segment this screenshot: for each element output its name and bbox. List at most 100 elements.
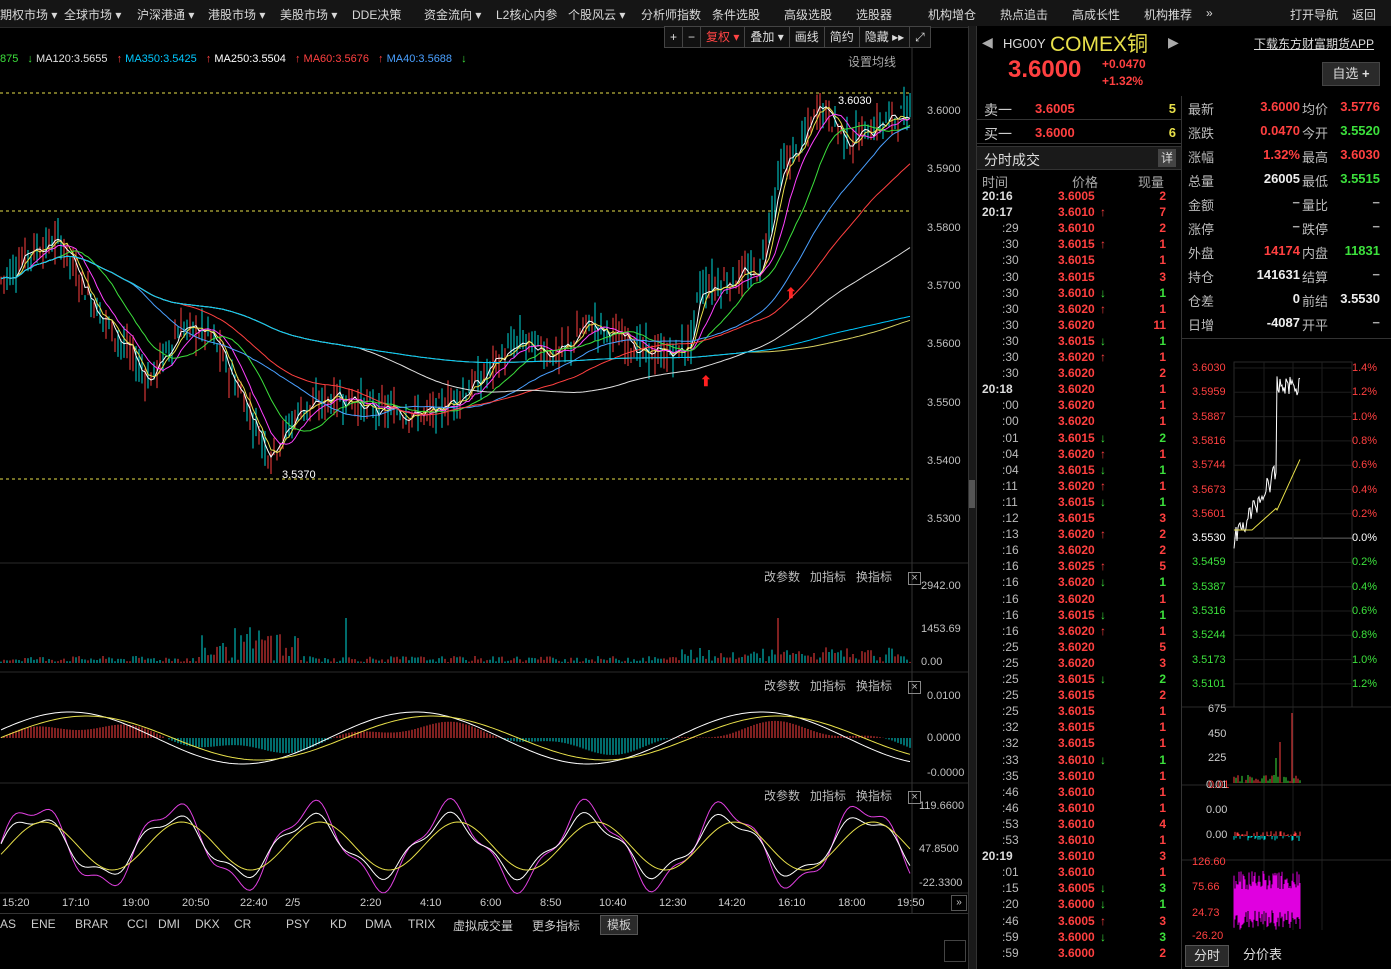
menu-item[interactable]: 分析师指数 bbox=[641, 8, 702, 22]
menu-item[interactable]: 热点追击 bbox=[1000, 8, 1049, 22]
panel-tool-button[interactable]: 换指标 bbox=[856, 789, 893, 803]
panel-tool-button[interactable]: 换指标 bbox=[856, 679, 893, 693]
fullscreen-icon[interactable]: ⤢ bbox=[909, 26, 931, 48]
indicator-tab[interactable]: ENE bbox=[31, 917, 56, 931]
trade-price: 3.6020 bbox=[1058, 382, 1095, 397]
ma-arrow-icon: ↓ bbox=[24, 53, 36, 65]
mini-price-tick: 3.5244 bbox=[1192, 629, 1226, 642]
close-icon[interactable]: × bbox=[908, 572, 922, 585]
trade-row: :30 3.6020 ↑ 1 bbox=[982, 350, 1172, 366]
trade-qty: 7 bbox=[1159, 205, 1166, 220]
ma-legend-item: MA60:3.5676 bbox=[303, 53, 369, 65]
mini-chart-tab[interactable]: 分价表 bbox=[1243, 947, 1283, 962]
ma-line bbox=[0, 163, 911, 416]
menu-item[interactable]: 全球市场 ▾ bbox=[64, 8, 122, 22]
panel-tool-button[interactable]: 加指标 bbox=[810, 679, 847, 693]
menu-item[interactable]: 高成长性 bbox=[1072, 8, 1121, 22]
menu-item[interactable]: 期权市场 ▾ bbox=[0, 8, 58, 22]
indicator-tab[interactable]: PSY bbox=[286, 917, 311, 931]
orderbook-price: 3.6005 bbox=[1035, 101, 1075, 116]
menu-item[interactable]: 港股市场 ▾ bbox=[208, 8, 266, 22]
menu-item[interactable]: 沪深港通 ▾ bbox=[137, 8, 195, 22]
indicator-tab[interactable]: 模板 bbox=[600, 915, 639, 935]
ma-legend-item: MA40:3.5688 bbox=[386, 53, 453, 65]
trade-price: 3.6010 bbox=[1058, 849, 1095, 864]
trade-qty: 1 bbox=[1159, 865, 1166, 880]
trade-row: :12 3.6015 3 bbox=[982, 511, 1172, 527]
quote-value: 0 bbox=[1292, 291, 1300, 306]
menu-item[interactable]: 条件选股 bbox=[712, 8, 761, 22]
trade-time: :30 bbox=[1002, 237, 1019, 252]
high-price-label: 3.6030 bbox=[838, 95, 872, 107]
indicator-tab[interactable]: CCI bbox=[127, 917, 148, 931]
trades-column-header: 价格 bbox=[1072, 175, 1099, 190]
trade-time: :01 bbox=[1002, 430, 1019, 445]
indicator-tab[interactable]: KD bbox=[330, 917, 347, 931]
trade-time: :46 bbox=[1002, 784, 1019, 799]
indicator-tab[interactable]: AS bbox=[0, 917, 17, 931]
ma-line bbox=[0, 105, 911, 459]
close-icon[interactable]: × bbox=[908, 791, 922, 804]
mini-price-tick: 3.5887 bbox=[1192, 410, 1226, 423]
panel-tool-button[interactable]: 改参数 bbox=[764, 570, 801, 584]
menu-item[interactable]: 机构增仓 bbox=[928, 8, 977, 22]
divider bbox=[977, 143, 1181, 144]
symbol-name: COMEX铜 bbox=[1050, 33, 1149, 56]
panel-tool-button[interactable]: 改参数 bbox=[764, 679, 801, 693]
quote-key: 持仓 bbox=[1188, 270, 1215, 285]
panel-tool-button[interactable]: 改参数 bbox=[764, 789, 801, 803]
mini-price-tick: 3.5959 bbox=[1192, 386, 1226, 399]
menu-item[interactable]: 机构推荐 bbox=[1144, 8, 1193, 22]
prev-symbol-icon[interactable]: ◀ bbox=[982, 34, 993, 50]
kdj-j-line bbox=[0, 797, 911, 895]
plus-icon: + bbox=[1362, 66, 1370, 81]
panel-tool-button[interactable]: 加指标 bbox=[810, 789, 847, 803]
time-tick: 18:00 bbox=[838, 897, 866, 909]
indicator-tab[interactable]: TRIX bbox=[408, 917, 436, 931]
trade-qty: 2 bbox=[1159, 945, 1166, 960]
scroll-control[interactable] bbox=[944, 940, 966, 962]
menu-item[interactable]: 美股市场 ▾ bbox=[280, 8, 338, 22]
main-chart-area[interactable]: ⬆⬆ bbox=[0, 26, 976, 969]
up-arrow-icon: ↑ bbox=[1100, 301, 1106, 316]
back-button[interactable]: 返回 bbox=[1352, 8, 1377, 22]
indicator-tab[interactable]: 更多指标 bbox=[532, 919, 581, 933]
indicator-tab[interactable]: DMA bbox=[365, 917, 392, 931]
quote-key: 最高 bbox=[1302, 150, 1329, 165]
time-tick: 2:20 bbox=[360, 897, 382, 909]
trades-detail-button[interactable]: 详 bbox=[1158, 149, 1176, 167]
next-symbol-icon[interactable]: ▶ bbox=[1168, 34, 1179, 50]
toolbar-button[interactable]: 隐藏 ▸▸ bbox=[858, 26, 911, 48]
menu-item[interactable]: 高级选股 bbox=[784, 8, 833, 22]
time-tick: 19:50 bbox=[897, 897, 925, 909]
panel-tool-button[interactable]: 换指标 bbox=[856, 570, 893, 584]
menu-item[interactable]: 选股器 bbox=[856, 8, 893, 22]
trade-time: :25 bbox=[1002, 688, 1019, 703]
mini-intraday-chart[interactable] bbox=[1182, 340, 1391, 946]
indicator-tab[interactable]: 虚拟成交量 bbox=[453, 919, 514, 933]
download-app-link[interactable]: 下载东方财富期货APP bbox=[1254, 37, 1375, 51]
trade-row: :30 3.6010 ↓ 1 bbox=[982, 286, 1172, 302]
add-watchlist-button[interactable]: 自选 + bbox=[1322, 62, 1380, 86]
menu-item[interactable]: 个股风云 ▾ bbox=[568, 8, 626, 22]
time-tick: 15:20 bbox=[2, 897, 30, 909]
mini-chart-tab[interactable]: 分时 bbox=[1185, 945, 1230, 967]
scroll-right-icon[interactable]: » bbox=[951, 895, 967, 911]
indicator-tab[interactable]: BRAR bbox=[75, 917, 109, 931]
splitter-handle[interactable] bbox=[969, 480, 975, 508]
trade-qty: 3 bbox=[1159, 881, 1166, 896]
indicator-tab[interactable]: DMI bbox=[158, 917, 180, 931]
mini-kdj-tick: 24.73 bbox=[1192, 907, 1220, 919]
menu-item[interactable]: 资金流向 ▾ bbox=[424, 8, 482, 22]
quote-value: − bbox=[1292, 219, 1300, 234]
open-nav-button[interactable]: 打开导航 bbox=[1290, 8, 1339, 22]
indicator-tab[interactable]: CR bbox=[234, 917, 252, 931]
indicator-tab[interactable]: DKX bbox=[195, 917, 220, 931]
set-ma-lines-button[interactable]: 设置均线 bbox=[848, 55, 897, 69]
menu-item[interactable]: DDE决策 bbox=[352, 8, 402, 22]
menu-more-icon[interactable]: » bbox=[1206, 6, 1213, 20]
menu-item[interactable]: L2核心内参 bbox=[496, 8, 558, 22]
close-icon[interactable]: × bbox=[908, 681, 922, 694]
toolbar-button[interactable]: 复权 ▾ bbox=[700, 26, 746, 48]
panel-tool-button[interactable]: 加指标 bbox=[810, 570, 847, 584]
